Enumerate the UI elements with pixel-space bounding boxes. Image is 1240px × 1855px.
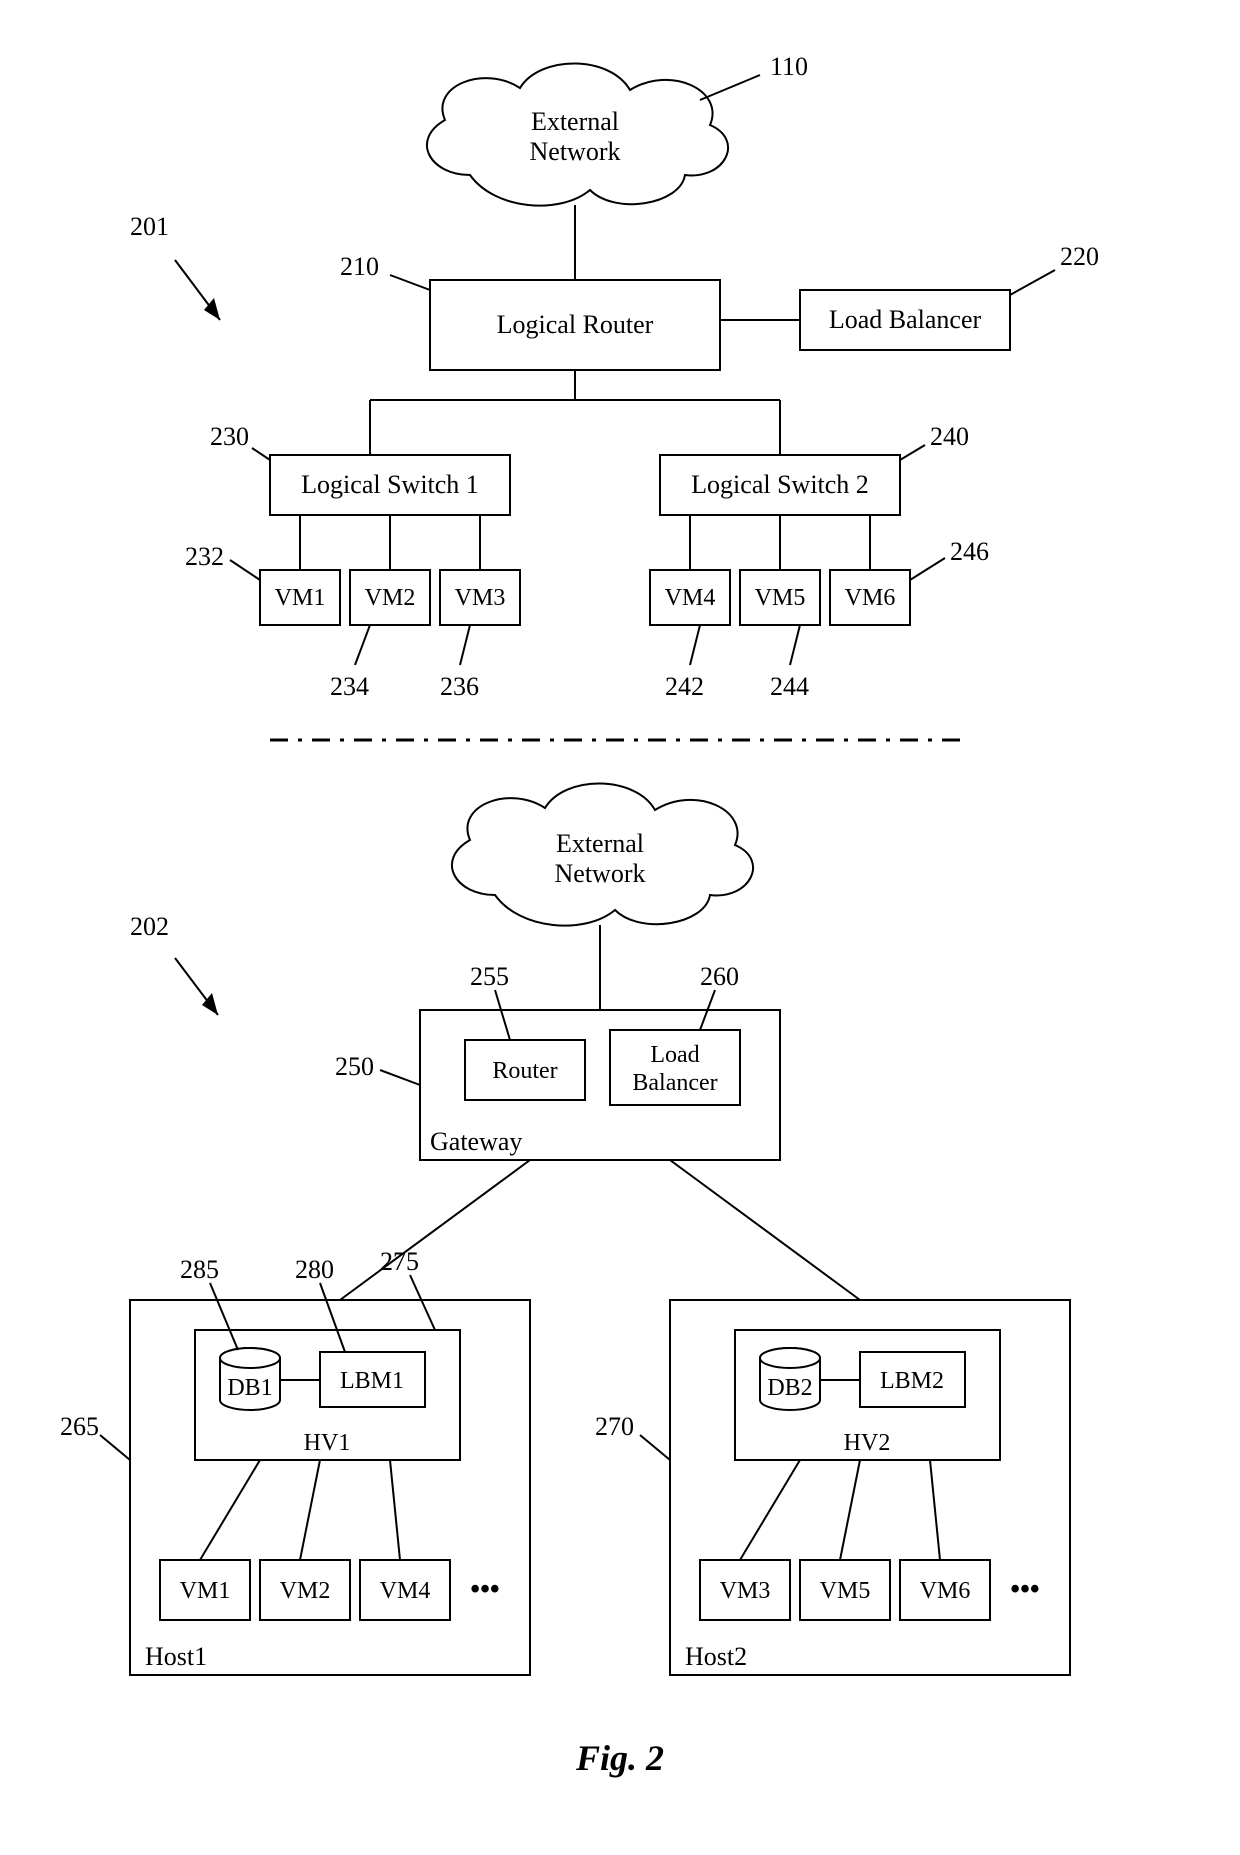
hv2-label: HV2 [844,1430,891,1456]
db2: DB2 [760,1348,820,1410]
db2-label: DB2 [767,1375,812,1401]
vm6-ref: 246 [950,537,989,566]
vm5: VM5 244 [740,570,820,701]
vm3-ref: 236 [440,672,479,701]
cloud-top: External Network 110 [427,52,808,206]
figure-caption: Fig. 2 [575,1738,664,1778]
gateway-router-label: Router [492,1058,557,1084]
cloud-top-ref: 110 [770,52,808,81]
ref-201-arrow: 201 [130,212,220,320]
vm2-label: VM2 [365,585,416,611]
vm1: VM1 232 [185,542,340,625]
cloud-bottom: External Network [452,783,753,925]
gateway-lb-line1: Load [650,1042,699,1068]
vm1-label: VM1 [275,585,326,611]
gateway: Gateway 250 Router 255 Load Balancer 260 [335,962,780,1160]
hv1-label: HV1 [304,1430,351,1456]
cloud-bottom-line2: Network [555,859,646,888]
vm2-ref: 234 [330,672,369,701]
db1-ref: 285 [180,1255,219,1284]
logical-switch-1: Logical Switch 1 230 [210,422,510,515]
cloud-bottom-line1: External [556,829,644,858]
host1: Host1 265 HV1 275 DB1 285 LBM1 280 [60,1247,530,1675]
ref-202-arrow: 202 [130,912,218,1015]
vm3-label: VM3 [455,585,506,611]
cloud-top-line2: Network [530,137,621,166]
vm4-ref: 242 [665,672,704,701]
gateway-router-ref: 255 [470,962,509,991]
sw2-label: Logical Switch 2 [691,470,869,499]
vm6: VM6 246 [830,537,989,625]
host2-vm-b: VM5 [820,1578,871,1604]
gateway-lb-ref: 260 [700,962,739,991]
vm5-label: VM5 [755,585,806,611]
host1-label: Host1 [145,1642,207,1671]
gateway-label: Gateway [430,1127,522,1156]
lbm1-label: LBM1 [340,1368,404,1394]
lbm1-ref: 280 [295,1255,334,1284]
logical-switch-2: Logical Switch 2 240 [660,422,969,515]
host2-vm-a: VM3 [720,1578,771,1604]
sw2-ref: 240 [930,422,969,451]
sw1-label: Logical Switch 1 [301,470,479,499]
figure-2-diagram: 201 External Network 110 Logical Router … [0,0,1240,1855]
vm1-ref: 232 [185,542,224,571]
logical-router-label: Logical Router [497,310,654,339]
vm2: VM2 234 [330,570,430,701]
edge-gw-host2 [670,1160,860,1300]
db1-label: DB1 [227,1375,272,1401]
lbm2-label: LBM2 [880,1368,944,1394]
load-balancer-ref: 220 [1060,242,1099,271]
host1-ellipsis: ••• [470,1574,499,1605]
host2-ellipsis: ••• [1010,1574,1039,1605]
gateway-lb-line2: Balancer [632,1070,717,1096]
vm3: VM3 236 [440,570,520,701]
vm4: VM4 242 [650,570,730,701]
host2-ref: 270 [595,1412,634,1441]
sw1-ref: 230 [210,422,249,451]
ref-202: 202 [130,912,169,941]
host2-vm-c: VM6 [920,1578,971,1604]
host1-vm-b: VM2 [280,1578,331,1604]
hv1-ref: 275 [380,1247,419,1276]
host1-vm-a: VM1 [180,1578,231,1604]
vm4-label: VM4 [665,585,716,611]
host2-label: Host2 [685,1642,747,1671]
host1-ref: 265 [60,1412,99,1441]
cloud-top-line1: External [531,107,619,136]
load-balancer-label: Load Balancer [829,305,982,334]
gateway-ref: 250 [335,1052,374,1081]
logical-router-ref: 210 [340,252,379,281]
ref-201: 201 [130,212,169,241]
logical-router: Logical Router 210 [340,252,720,370]
host1-vm-c: VM4 [380,1578,431,1604]
vm6-label: VM6 [845,585,896,611]
edge-gw-host1 [340,1160,530,1300]
load-balancer: Load Balancer 220 [800,242,1099,350]
vm5-ref: 244 [770,672,809,701]
host2: Host2 270 HV2 DB2 LBM2 VM3 VM5 VM6 ••• [595,1300,1070,1675]
